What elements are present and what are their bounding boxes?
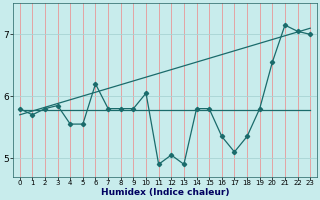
X-axis label: Humidex (Indice chaleur): Humidex (Indice chaleur)	[101, 188, 229, 197]
